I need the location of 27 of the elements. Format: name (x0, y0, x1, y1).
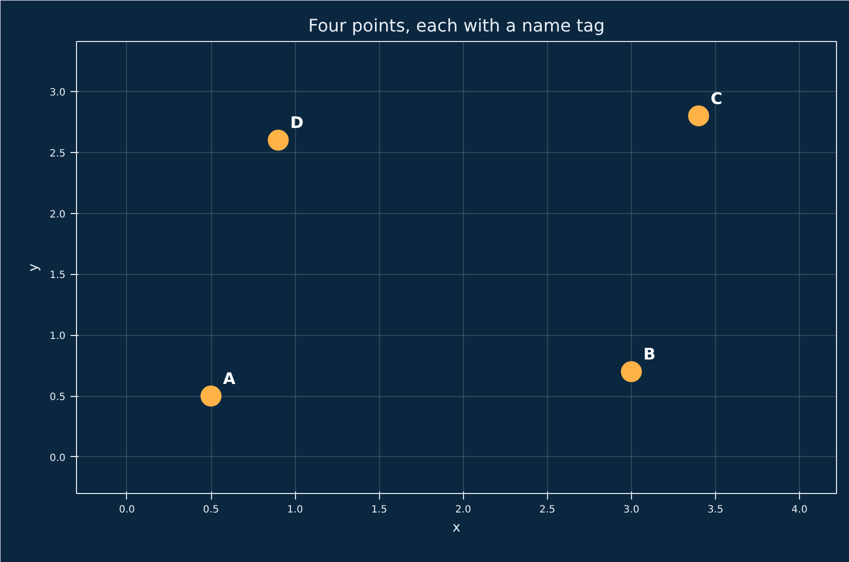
x-tick-label: 2.5 (539, 504, 556, 516)
x-tick-label: 1.0 (287, 504, 304, 516)
point (200, 386, 222, 407)
point (620, 361, 642, 382)
x-tick-label: 0.0 (118, 504, 135, 516)
y-tick-label: 2.5 (50, 148, 66, 160)
annotation: D (290, 113, 304, 132)
point (268, 130, 289, 151)
chart-title: Four points, each with a name tag (308, 16, 605, 36)
y-tick-label: 0.5 (50, 392, 66, 404)
y-tick-label: 1.5 (50, 270, 66, 282)
annotation: C (710, 88, 722, 108)
x-tick-label: 1.5 (371, 504, 388, 516)
annotation: B (643, 344, 656, 364)
y-tick-label: 1.0 (50, 331, 66, 342)
y-tick-label: 2.0 (50, 209, 66, 220)
y-axis-title: y (26, 263, 42, 272)
x-tick-label: 3.5 (707, 504, 724, 516)
annotation: A (223, 369, 236, 388)
x-tick-label: 3.0 (623, 504, 640, 516)
x-axis-title: x (452, 520, 461, 536)
x-tick-label: 0.5 (203, 504, 219, 516)
y-tick-label: 3.0 (50, 87, 66, 98)
x-tick-label: 2.0 (455, 504, 472, 516)
point (688, 105, 710, 126)
x-tick-label: 4.0 (792, 504, 808, 516)
y-tick-label: 0.0 (50, 452, 66, 464)
